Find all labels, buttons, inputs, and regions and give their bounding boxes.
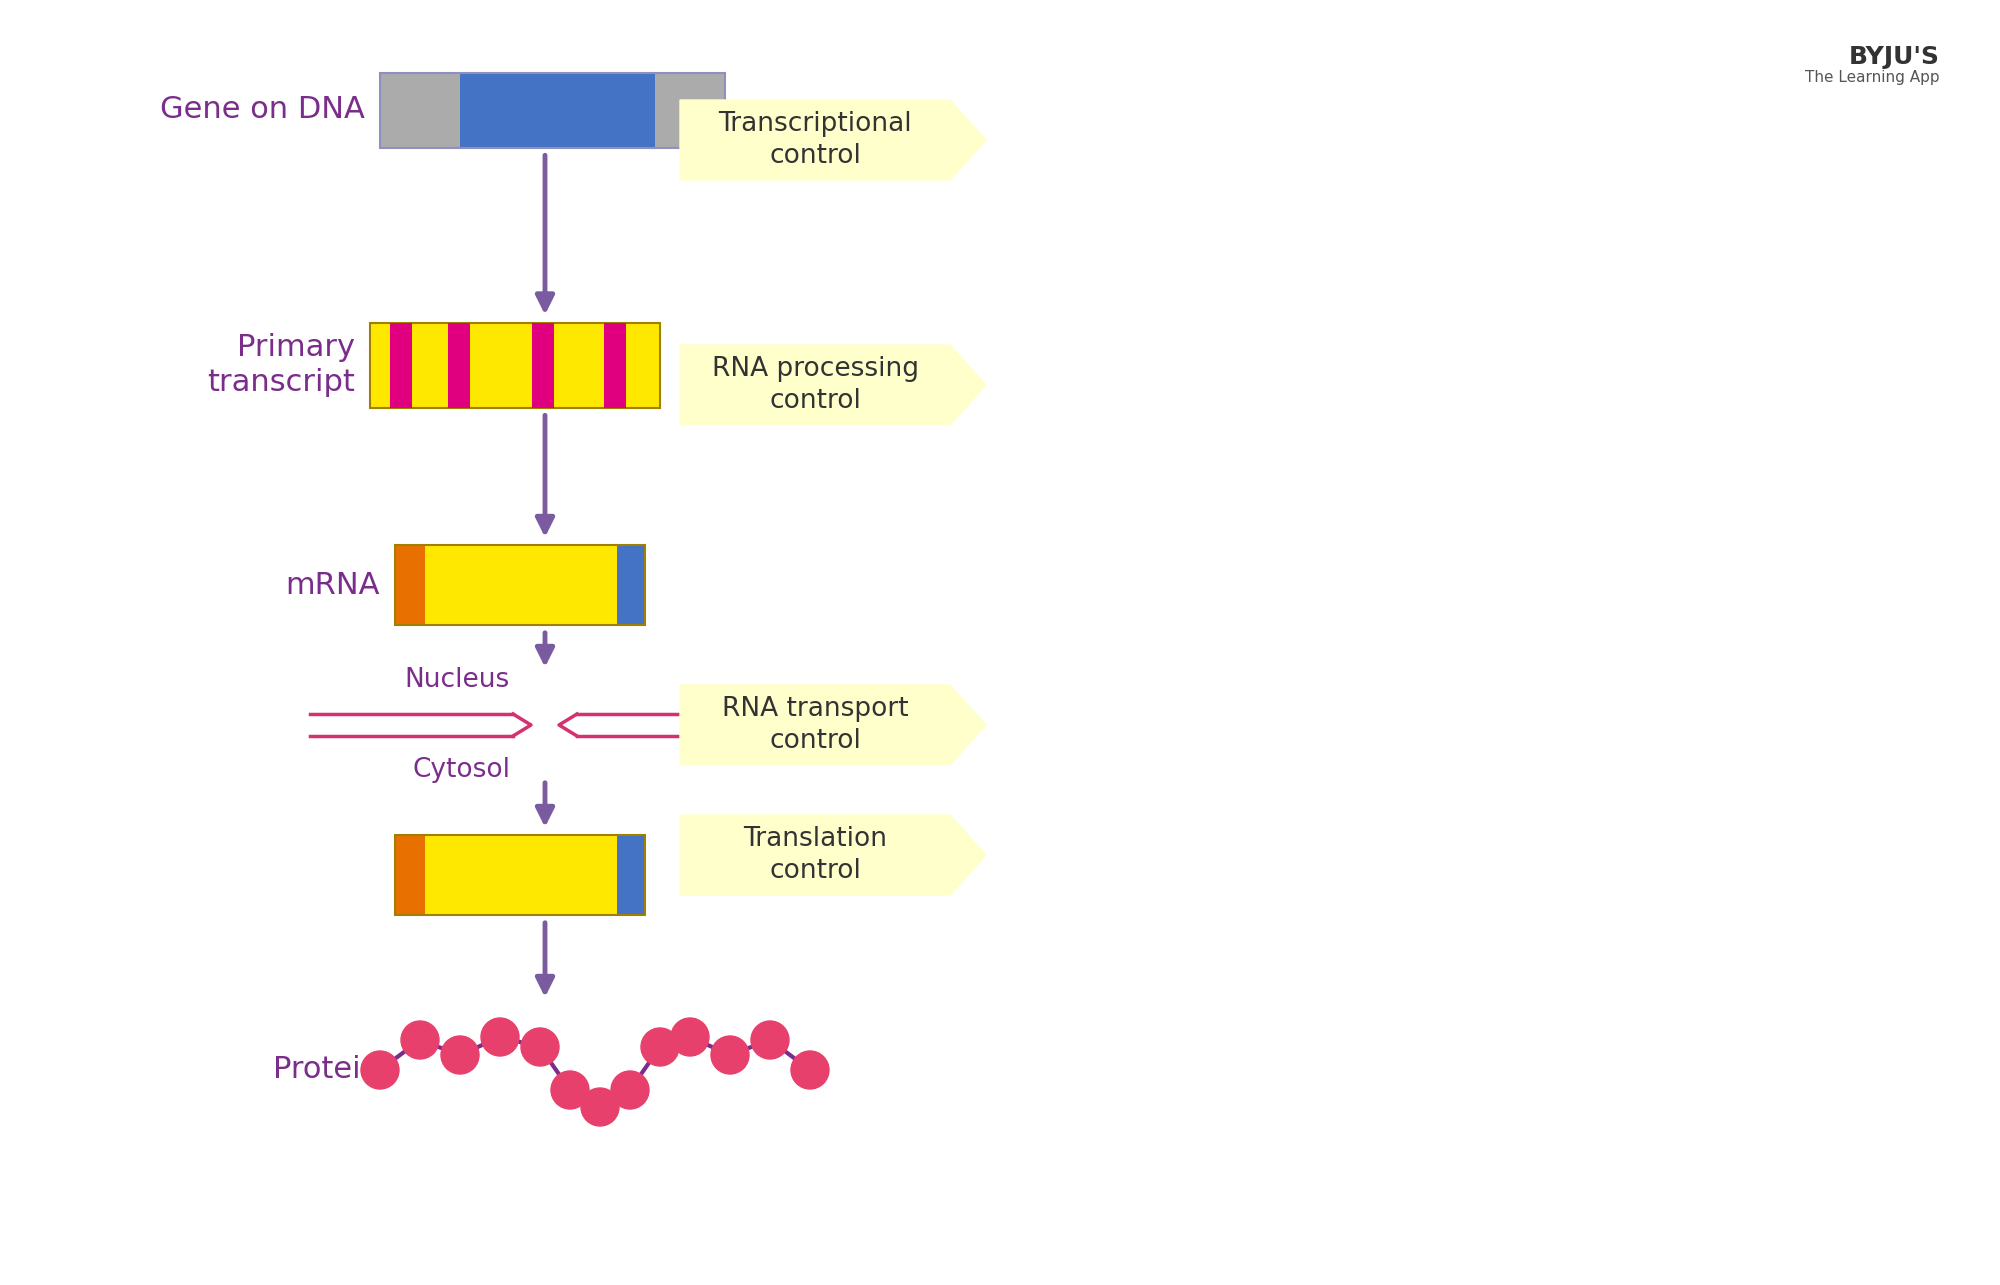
Polygon shape [680,815,986,894]
Text: Cytosol: Cytosol [412,757,510,783]
Text: RNA transport
control: RNA transport control [722,696,908,754]
FancyBboxPatch shape [390,323,412,407]
Text: Nucleus: Nucleus [404,667,510,693]
Polygon shape [680,100,986,180]
FancyBboxPatch shape [460,72,656,148]
FancyBboxPatch shape [448,323,470,407]
Circle shape [480,1018,520,1056]
Polygon shape [680,685,986,765]
FancyBboxPatch shape [396,545,424,625]
Text: The Learning App: The Learning App [1806,69,1940,85]
Circle shape [440,1036,480,1074]
FancyBboxPatch shape [424,545,616,625]
FancyBboxPatch shape [616,545,644,625]
Circle shape [752,1022,788,1059]
Text: RNA processing
control: RNA processing control [712,356,918,414]
FancyBboxPatch shape [616,835,644,915]
FancyBboxPatch shape [656,72,724,148]
Circle shape [612,1070,648,1109]
Text: Gene on DNA: Gene on DNA [160,95,364,125]
FancyBboxPatch shape [370,323,660,407]
Text: Translation
control: Translation control [744,826,888,884]
Text: mRNA: mRNA [286,571,380,600]
FancyBboxPatch shape [604,323,626,407]
Text: Transcriptional
control: Transcriptional control [718,111,912,170]
Circle shape [640,1028,680,1067]
Text: Protein: Protein [272,1055,380,1085]
FancyBboxPatch shape [532,323,554,407]
Circle shape [580,1088,620,1126]
Circle shape [792,1051,830,1088]
Polygon shape [680,344,986,425]
Circle shape [400,1022,440,1059]
Text: Primary
transcript: Primary transcript [208,333,356,397]
Circle shape [712,1036,748,1074]
Circle shape [672,1018,708,1056]
Text: BYJU'S: BYJU'S [1848,45,1940,69]
Circle shape [520,1028,560,1067]
FancyBboxPatch shape [380,72,460,148]
Circle shape [360,1051,400,1088]
FancyBboxPatch shape [396,835,424,915]
Circle shape [552,1070,588,1109]
FancyBboxPatch shape [424,835,616,915]
